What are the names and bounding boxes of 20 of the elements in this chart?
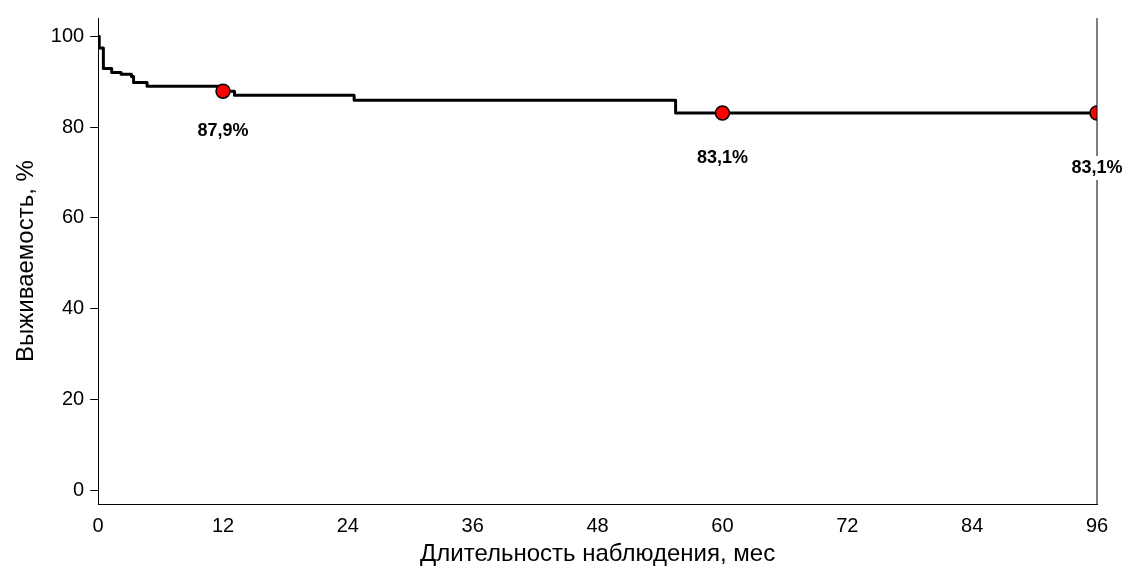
y-axis-title: Выживаемость, % <box>11 160 39 363</box>
data-label: 83,1% <box>696 146 748 167</box>
x-tick-label: 48 <box>586 513 609 536</box>
y-tick-label: 0 <box>73 478 85 501</box>
y-tick-label: 40 <box>61 296 85 319</box>
x-axis-title: Длительность наблюдения, мес <box>420 539 776 567</box>
x-tick-label: 24 <box>336 513 359 536</box>
data-label: 87,9% <box>197 120 249 141</box>
x-tick-label: 96 <box>1085 513 1109 536</box>
y-tick-label: 80 <box>61 114 85 137</box>
x-tick-label: 72 <box>836 513 859 536</box>
y-tick-label: 100 <box>50 23 85 46</box>
x-tick-label: 36 <box>461 513 484 536</box>
x-tick-label: 0 <box>92 513 104 536</box>
y-tick-label: 60 <box>61 205 85 228</box>
data-label: 83,1% <box>1071 156 1123 177</box>
y-tick-label: 20 <box>61 387 85 410</box>
x-tick-label: 84 <box>961 513 984 536</box>
x-tick-label: 60 <box>711 513 734 536</box>
x-tick-label: 12 <box>211 513 235 536</box>
